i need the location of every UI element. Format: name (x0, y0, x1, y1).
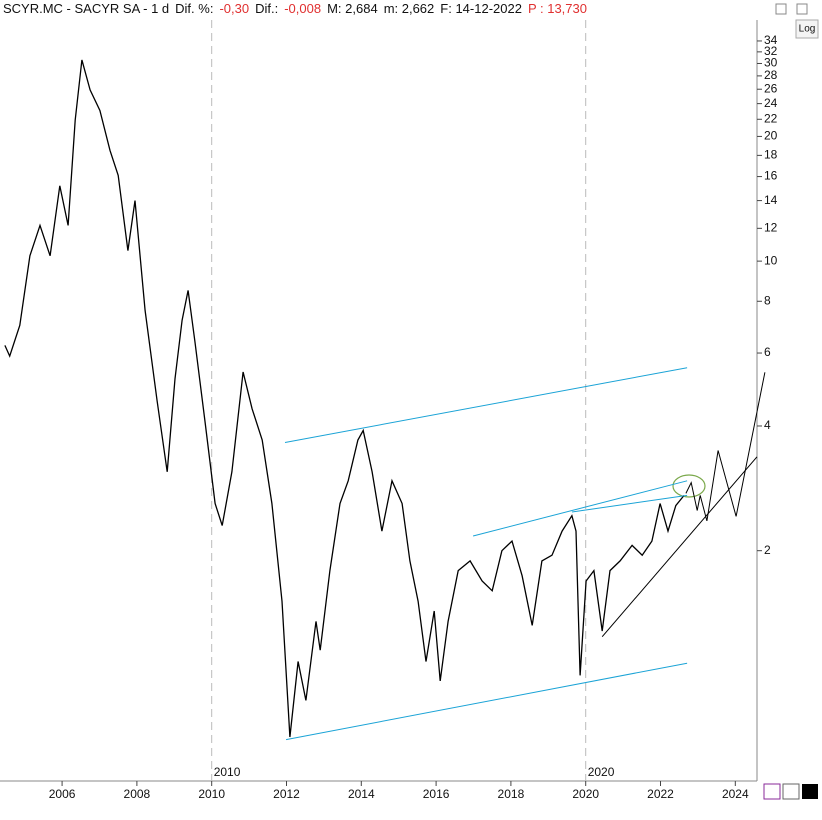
y-tick-label: 6 (764, 345, 771, 359)
header-item: -0,30 (219, 1, 249, 16)
x-tick-label: 2018 (498, 787, 525, 801)
x-tick-label: 2010 (198, 787, 225, 801)
log-button-label: Log (799, 24, 816, 35)
x-tick-label: 2014 (348, 787, 375, 801)
header-item: SCYR.MC - SACYR SA - 1 d (3, 1, 169, 16)
x-tick-label: 2022 (647, 787, 674, 801)
y-tick-label: 12 (764, 220, 778, 234)
window-icon[interactable] (796, 3, 808, 15)
header-bar (0, 0, 822, 20)
trend-line (571, 494, 688, 513)
header-item: F: 14-12-2022 (440, 1, 522, 16)
x-tick-label: 2024 (722, 787, 749, 801)
header-item: Dif.: (255, 1, 278, 16)
price-line (4, 59, 685, 738)
log-button[interactable] (795, 19, 819, 39)
header-item: -0,008 (284, 1, 321, 16)
x-tick-label: 2016 (423, 787, 450, 801)
decade-label: 2020 (588, 765, 615, 779)
x-tick-label: 2006 (49, 787, 76, 801)
y-tick-label: 8 (764, 293, 771, 307)
y-tick-label: 4 (764, 418, 771, 432)
x-tick-label: 2008 (124, 787, 151, 801)
trend-line (685, 372, 766, 522)
toolbar-icon[interactable] (782, 783, 800, 800)
trend-line (286, 662, 688, 741)
y-tick-label: 10 (764, 253, 778, 267)
header-item: P : 13,730 (528, 1, 587, 16)
trend-line (601, 456, 758, 638)
y-tick-label: 34 (764, 33, 778, 47)
y-tick-label: 16 (764, 169, 778, 183)
x-tick-label: 2020 (572, 787, 599, 801)
toolbar-icon[interactable] (802, 784, 818, 799)
y-tick-label: 2 (764, 543, 771, 557)
trend-line (284, 367, 688, 443)
y-tick-label: 30 (764, 56, 778, 70)
header-item: M: 2,684 (327, 1, 378, 16)
y-tick-label: 14 (764, 193, 778, 207)
toolbar-icon[interactable] (763, 783, 781, 800)
y-tick-label: 32 (764, 44, 778, 58)
y-tick-label: 18 (764, 148, 778, 162)
x-tick-label: 2012 (273, 787, 300, 801)
y-tick-label: 28 (764, 68, 778, 82)
header-item: m: 2,662 (384, 1, 435, 16)
y-tick-label: 26 (764, 81, 778, 95)
highlight-ellipse (672, 474, 706, 498)
y-tick-label: 20 (764, 129, 778, 143)
header: SCYR.MC - SACYR SA - 1 d Dif. %: -0,30 Dif.… (3, 1, 587, 16)
y-tick-label: 24 (764, 96, 778, 110)
decade-label: 2010 (214, 765, 241, 779)
trend-line (472, 480, 688, 537)
y-tick-label: 22 (764, 111, 778, 125)
window-icon[interactable] (775, 3, 787, 15)
header-item: Dif. %: (175, 1, 213, 16)
